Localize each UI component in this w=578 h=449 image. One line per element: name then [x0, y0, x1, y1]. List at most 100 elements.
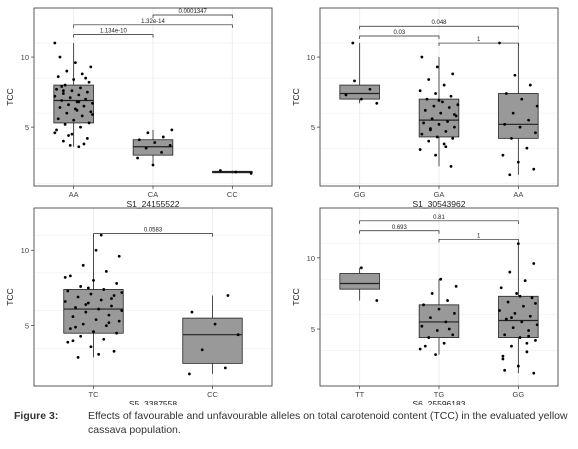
data-point-GA — [444, 129, 448, 133]
data-point-AA — [67, 134, 70, 137]
data-point-TC — [74, 325, 77, 329]
data-point-GG — [518, 294, 522, 298]
y-axis-title: TCC — [5, 288, 15, 305]
data-point-TC — [117, 254, 121, 258]
p-value-label: 1 — [477, 37, 481, 43]
data-point-TC — [102, 337, 106, 341]
data-point-GA — [451, 72, 455, 76]
x-tick-label-TG: TG — [434, 390, 445, 399]
y-tick-label: 10 — [21, 246, 29, 255]
data-point-TC — [66, 289, 70, 293]
significance-bracket — [359, 220, 519, 224]
box-GA — [418, 98, 460, 138]
significance-bracket — [73, 24, 233, 28]
data-point-TC — [117, 319, 121, 323]
data-point-AA — [534, 131, 537, 135]
data-point-AA — [58, 106, 62, 109]
data-point-GG — [534, 302, 537, 305]
data-point-GG — [506, 300, 510, 304]
p-value-label: 0.0583 — [144, 228, 163, 234]
data-point-CA — [146, 131, 150, 135]
data-point-AA — [520, 97, 524, 101]
data-point-GA — [418, 148, 422, 151]
data-point-AA — [70, 89, 74, 93]
data-point-GG — [522, 304, 525, 308]
data-point-GA — [434, 153, 437, 157]
significance-bracket — [73, 34, 154, 38]
data-point-GG — [516, 364, 520, 368]
data-point-AA — [89, 110, 93, 114]
data-point-CC — [234, 170, 238, 174]
data-point-AA — [61, 139, 65, 143]
data-point-AA — [72, 78, 76, 81]
data-point-TG — [435, 329, 439, 332]
data-point-TT — [375, 299, 379, 302]
data-point-GA — [442, 83, 446, 87]
data-point-GA — [453, 125, 456, 129]
data-point-TG — [422, 303, 425, 307]
x-tick-label-TT: TT — [355, 390, 365, 399]
data-point-CC — [236, 333, 240, 337]
chart-panel-1: 5 10 AA CA CC S1_24155522 TCC 1.134e-10 1.32e-14… — [5, 7, 273, 209]
data-point-TC — [76, 355, 80, 359]
y-tick-label: 5 — [311, 123, 315, 132]
x-tick-label-AA: AA — [69, 190, 79, 199]
data-point-TC — [81, 322, 85, 326]
data-point-AA — [87, 121, 91, 125]
data-point-TC — [107, 321, 111, 325]
data-point-AA — [510, 136, 513, 140]
data-point-AA — [82, 104, 86, 108]
data-point-TC — [112, 294, 116, 297]
data-point-GA — [429, 128, 432, 132]
data-point-TC — [66, 340, 70, 344]
data-point-CA — [168, 143, 172, 147]
data-point-GG — [503, 368, 507, 372]
significance-bracket — [359, 35, 440, 40]
data-point-AA — [85, 90, 89, 94]
data-point-AA — [525, 146, 529, 150]
data-point-TG — [453, 311, 456, 315]
data-point-GG — [498, 309, 501, 312]
data-point-TC — [89, 345, 93, 349]
data-point-TT — [359, 266, 363, 270]
y-tick-label: 10 — [307, 53, 315, 62]
box-CA — [132, 139, 174, 156]
data-point-GA — [434, 92, 437, 95]
data-point-AA — [501, 153, 505, 157]
panel-border — [33, 207, 273, 387]
y-tick-label: 5 — [25, 123, 29, 132]
x-axis-title: S1_24155522 — [127, 199, 180, 209]
data-point-GG — [501, 354, 505, 358]
data-point-GA — [453, 113, 456, 116]
data-point-TC — [97, 352, 101, 356]
data-point-AA — [61, 92, 65, 95]
data-point-GG — [351, 41, 355, 45]
data-point-CC — [226, 294, 230, 297]
data-point-TC — [89, 292, 93, 296]
data-point-TG — [442, 341, 446, 345]
data-point-CA — [170, 128, 174, 132]
box-TC — [63, 289, 124, 334]
chart-panel-2: 5 10 GG GA AA S1_30543962 TCC 0.03 0.048 1 — [291, 7, 559, 209]
data-point-GG — [525, 350, 529, 354]
significance-bracket — [93, 233, 213, 237]
data-point-GG — [499, 286, 503, 290]
data-point-AA — [70, 132, 74, 136]
y-tick-label: 5 — [25, 322, 29, 331]
data-point-GG — [532, 371, 536, 375]
data-point-AA — [75, 108, 79, 112]
data-point-GG — [516, 242, 520, 246]
data-point-CC — [223, 366, 227, 370]
data-point-AA — [53, 94, 57, 98]
data-point-GG — [513, 311, 517, 315]
x-tick-label-CA: CA — [148, 190, 158, 199]
data-point-GG — [353, 79, 356, 83]
data-point-CA — [136, 156, 139, 160]
data-point-TG — [429, 316, 432, 320]
data-point-AA — [513, 73, 517, 77]
data-point-TC — [107, 313, 111, 317]
x-tick-label-GG: GG — [512, 390, 524, 399]
x-axis-title: S5_3387558 — [129, 399, 177, 405]
data-point-TG — [444, 320, 448, 324]
p-value-label: 0.0001347 — [178, 9, 207, 15]
